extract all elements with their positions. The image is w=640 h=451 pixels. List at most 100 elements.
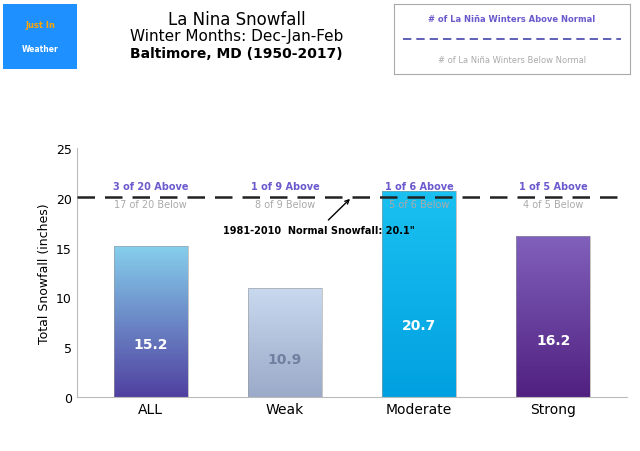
Bar [114,256,188,258]
Bar [382,293,456,294]
Text: Weather: Weather [22,45,58,54]
Bar [516,350,590,351]
Bar [382,301,456,303]
Bar [248,394,322,395]
Bar [516,285,590,287]
Bar [114,272,188,274]
Bar [382,347,456,349]
Bar [248,396,322,397]
Bar [114,289,188,290]
Bar [516,282,590,283]
Bar [248,376,322,377]
Bar [516,318,590,319]
Bar [382,344,456,345]
Bar [382,339,456,341]
Bar [382,325,456,327]
Bar [248,296,322,297]
Bar [114,355,188,357]
Bar [516,287,590,288]
Bar [382,267,456,268]
Bar [248,306,322,307]
Bar [248,315,322,316]
Bar [248,341,322,342]
Bar [382,361,456,363]
Bar [114,350,188,352]
Bar [248,334,322,335]
Bar [248,314,322,315]
Bar [516,241,590,243]
Bar [516,364,590,365]
Bar [382,315,456,317]
Bar [114,281,188,282]
Bar [114,282,188,284]
Bar [516,338,590,339]
Bar [516,365,590,366]
Bar [114,357,188,358]
Bar [248,345,322,346]
Bar [516,268,590,270]
Bar [516,335,590,336]
Bar [114,382,188,383]
Bar [516,370,590,372]
Bar [516,290,590,291]
Bar [114,247,188,249]
Bar [248,373,322,374]
Bar [516,300,590,302]
Bar [248,320,322,321]
Bar [516,264,590,266]
Bar [516,271,590,272]
Bar [382,285,456,287]
Bar [382,226,456,227]
Bar [114,274,188,275]
Bar [516,387,590,389]
Bar [382,309,456,311]
Bar [382,227,456,229]
Bar [382,352,456,354]
Bar [382,236,456,238]
Bar [382,393,456,395]
Bar [516,373,590,374]
Bar [248,393,322,394]
Bar [516,366,590,368]
Bar [516,291,590,292]
Bar [516,341,590,342]
Bar [114,318,188,319]
Bar [248,378,322,379]
Bar [248,365,322,366]
Bar [382,385,456,387]
Bar [382,317,456,318]
Bar [516,307,590,308]
Bar [516,302,590,303]
Bar [516,394,590,396]
Bar [516,377,590,378]
Bar [382,387,456,388]
Bar [114,330,188,331]
Bar [516,329,590,330]
Bar [382,395,456,397]
Bar [382,303,456,304]
Bar [516,245,590,247]
Text: 5 of 6 Below: 5 of 6 Below [389,200,449,210]
Bar [114,367,188,368]
Bar [114,352,188,353]
Bar [382,251,456,253]
Bar [248,372,322,373]
Bar [516,385,590,386]
Bar [382,342,456,344]
Bar [382,371,456,373]
Bar [248,367,322,368]
Bar [248,385,322,386]
Bar [382,364,456,366]
Bar [516,362,590,364]
Bar [516,275,590,276]
Bar [516,278,590,279]
Bar [114,372,188,373]
Bar [114,304,188,305]
Bar [516,332,590,334]
Bar [248,391,322,392]
Bar [248,332,322,333]
Bar [248,384,322,385]
Bar [382,298,456,299]
Bar [516,258,590,259]
Bar [382,366,456,368]
